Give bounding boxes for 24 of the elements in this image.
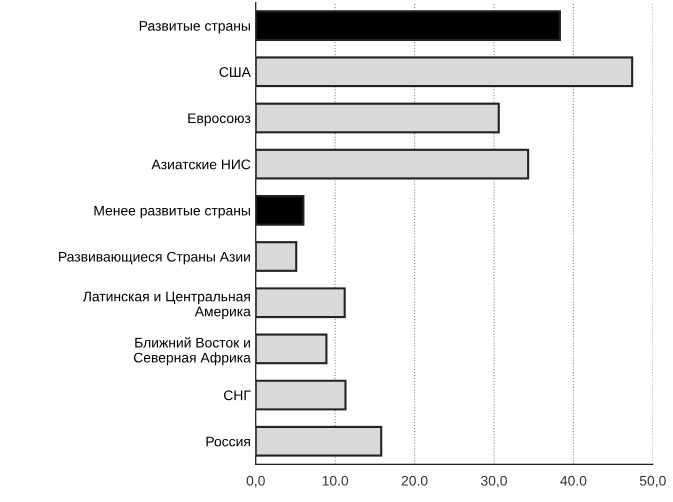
y-tick-label: СНГ (224, 390, 251, 400)
bar (256, 56, 634, 88)
bar (256, 334, 328, 364)
y-tick-label: Россия (206, 436, 250, 446)
y-tick-label: Азиатские НИС (151, 159, 250, 170)
bar (256, 102, 500, 134)
x-tick-label: 40.0 (560, 476, 586, 486)
bar (256, 426, 382, 457)
x-tick-label: 10.0 (322, 476, 348, 486)
x-tick-label: 50,0 (640, 476, 666, 488)
y-tick-label: Развитые страны (140, 21, 250, 34)
x-tick-label: 0,0 (246, 476, 265, 488)
y-tick-label: Развивающиеся Страны Азии (59, 252, 250, 264)
y-tick-label: США (220, 67, 251, 77)
x-tick-label: 30,0 (480, 476, 507, 488)
bar (256, 380, 347, 410)
bar (256, 241, 298, 272)
y-tick-label: Менее развитые страны (94, 206, 250, 218)
x-tick-label: 20.0 (402, 476, 428, 486)
bar (256, 148, 530, 180)
bar (256, 287, 346, 318)
y-tick-label: Ближний Восток и Северная Африка (134, 337, 251, 366)
y-tick-label: Евросоюз (188, 113, 250, 126)
y-tick-label: Латинская и Центральная Америка (82, 292, 251, 320)
